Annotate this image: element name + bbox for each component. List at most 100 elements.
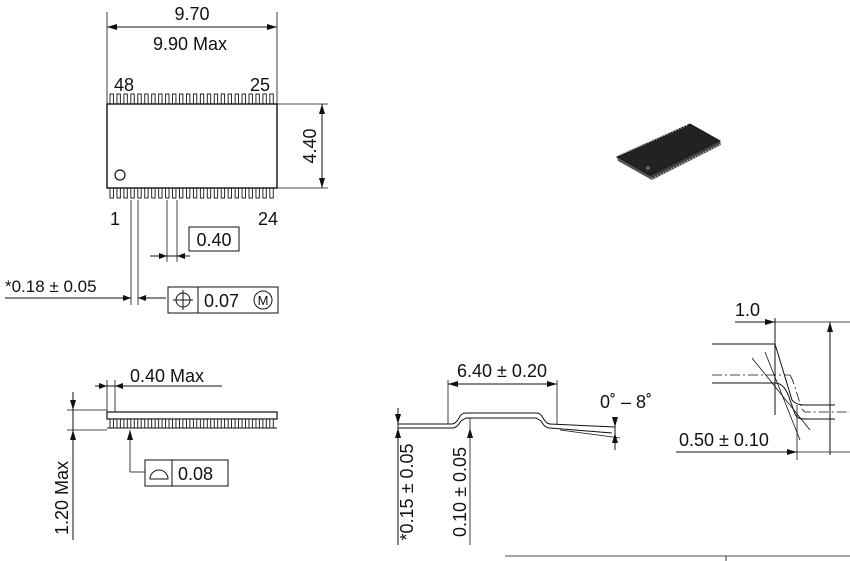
lead bbox=[220, 187, 226, 199]
lead bbox=[151, 187, 156, 199]
side-lead bbox=[144, 418, 149, 429]
lead bbox=[227, 187, 232, 199]
pin-1-label: 1 bbox=[110, 209, 120, 229]
lead bbox=[179, 93, 184, 105]
span-label: 6.40 ± 0.20 bbox=[457, 361, 547, 381]
lead-length-label: 0.50 ± 0.10 bbox=[679, 430, 769, 450]
lead bbox=[172, 93, 177, 105]
lead bbox=[206, 187, 212, 199]
side-lead bbox=[227, 418, 232, 429]
lead bbox=[137, 187, 142, 199]
lead bbox=[199, 93, 205, 105]
width-label: 4.40 bbox=[300, 128, 320, 163]
lead bbox=[151, 93, 156, 105]
lead bbox=[158, 93, 163, 105]
pin1-marker bbox=[114, 169, 126, 181]
foot-length-label: 1.0 bbox=[735, 300, 760, 320]
lead bbox=[123, 93, 128, 105]
lead bbox=[192, 187, 198, 199]
side-lead bbox=[137, 418, 142, 429]
side-leads bbox=[109, 418, 274, 429]
standoff-label: 0.10 ± 0.05 bbox=[450, 447, 470, 537]
lead bbox=[227, 93, 232, 105]
angle-label: 0˚ – 8˚ bbox=[600, 392, 652, 412]
pitch-box bbox=[188, 226, 240, 252]
side-lead bbox=[213, 418, 219, 429]
pin-48-label: 48 bbox=[114, 75, 134, 95]
lead bbox=[158, 187, 163, 199]
lead bbox=[199, 187, 205, 199]
lead bbox=[165, 93, 170, 105]
side-lead bbox=[269, 418, 274, 429]
detail-lead bbox=[712, 343, 835, 406]
height-max-label: 1.20 Max bbox=[52, 461, 72, 535]
standoff-max-label: 0.40 Max bbox=[130, 366, 204, 386]
lead bbox=[144, 93, 149, 105]
side-lead bbox=[109, 418, 114, 429]
lead bbox=[269, 187, 274, 199]
pitch-label: 0.40 bbox=[196, 230, 231, 250]
lead bbox=[109, 93, 114, 105]
lead bbox=[185, 93, 191, 105]
lead bbox=[213, 93, 219, 105]
position-tolerance-label: 0.07 bbox=[204, 291, 239, 311]
detail-view: 1.0 0.50 ± 0.10 bbox=[676, 300, 850, 460]
lead-thickness-label: *0.15 ± 0.05 bbox=[397, 444, 417, 541]
side-lead bbox=[192, 418, 198, 429]
length-nominal-label: 9.70 bbox=[174, 4, 209, 24]
lead bbox=[192, 93, 198, 105]
side-lead bbox=[172, 418, 177, 429]
end-body bbox=[398, 412, 616, 428]
lead bbox=[269, 93, 274, 105]
lead bbox=[262, 93, 267, 105]
top-leads-upper bbox=[109, 93, 274, 105]
mmc-modifier-label: M bbox=[258, 293, 269, 308]
side-lead bbox=[248, 418, 253, 429]
lead bbox=[165, 187, 170, 199]
lead bbox=[116, 187, 121, 199]
lead bbox=[109, 187, 114, 199]
end-view: 6.40 ± 0.20 *0.15 ± 0.05 0.10 ± 0.05 0˚ … bbox=[395, 361, 850, 561]
package-3d-image bbox=[615, 123, 722, 180]
lead bbox=[255, 93, 260, 105]
lead bbox=[179, 187, 184, 199]
lead bbox=[213, 187, 219, 199]
side-lead bbox=[234, 418, 239, 429]
position-icon bbox=[173, 290, 193, 310]
side-lead bbox=[179, 418, 184, 429]
side-lead bbox=[262, 418, 267, 429]
top-view: 9.70 9.90 Max 48 25 1 24 4.40 0.40 bbox=[5, 4, 328, 314]
coplanarity-icon bbox=[149, 469, 169, 480]
side-lead bbox=[255, 418, 260, 429]
lead bbox=[172, 187, 177, 199]
side-lead bbox=[116, 418, 121, 429]
lead bbox=[220, 93, 226, 105]
side-lead bbox=[165, 418, 170, 429]
lead bbox=[234, 187, 239, 199]
lead bbox=[144, 187, 149, 199]
lead bbox=[234, 93, 239, 105]
lead bbox=[116, 93, 121, 105]
side-lead bbox=[130, 418, 135, 429]
pin-25-label: 25 bbox=[250, 75, 270, 95]
lead bbox=[130, 93, 135, 105]
lead bbox=[255, 187, 260, 199]
pin-24-label: 24 bbox=[258, 209, 278, 229]
lead bbox=[262, 187, 267, 199]
side-lead bbox=[206, 418, 212, 429]
side-lead bbox=[220, 418, 226, 429]
side-lead bbox=[158, 418, 163, 429]
side-lead bbox=[123, 418, 128, 429]
lead bbox=[248, 187, 253, 199]
side-lead bbox=[199, 418, 205, 429]
lead bbox=[130, 187, 135, 199]
lead bbox=[248, 93, 253, 105]
coplanarity-label: 0.08 bbox=[178, 464, 213, 484]
side-lead bbox=[151, 418, 156, 429]
side-view: 0.40 Max 1.20 Max 0.08 bbox=[52, 366, 278, 540]
lead-width-label: *0.18 ± 0.05 bbox=[5, 277, 97, 296]
lead bbox=[206, 93, 212, 105]
top-leads-lower bbox=[109, 187, 274, 199]
lead bbox=[185, 187, 191, 199]
